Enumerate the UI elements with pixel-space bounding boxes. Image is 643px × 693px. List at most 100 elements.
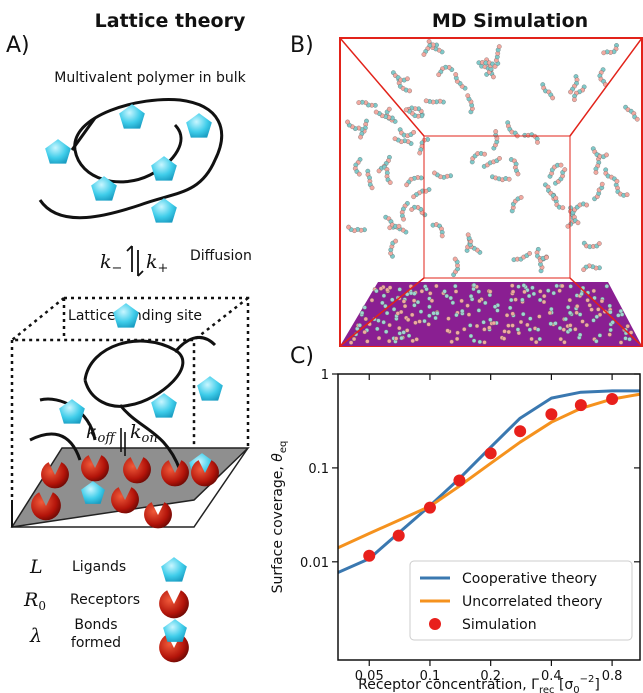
bead (488, 290, 492, 294)
bead (611, 320, 615, 324)
bead (445, 294, 449, 298)
bead (405, 77, 409, 81)
bead (358, 323, 362, 327)
bead (555, 284, 559, 288)
bead (509, 298, 513, 302)
data-point (363, 550, 375, 562)
rate-sub: + (158, 261, 169, 276)
bead (495, 309, 499, 313)
bead (424, 99, 428, 103)
bead (492, 321, 496, 325)
bead (592, 318, 596, 322)
series-line (338, 391, 640, 573)
bead (380, 301, 384, 305)
bead (393, 136, 397, 140)
bead (594, 339, 598, 343)
label-part: Receptor concentration, (358, 677, 531, 693)
bead (566, 224, 570, 228)
bead (407, 334, 411, 338)
bead (482, 320, 486, 324)
bead (619, 309, 623, 313)
bead (393, 239, 397, 243)
series-line (338, 394, 640, 548)
bead (506, 324, 510, 328)
bead (517, 331, 521, 335)
symbol-sub: 0 (38, 599, 46, 613)
bead (549, 307, 553, 311)
bead (357, 100, 361, 104)
bead (519, 195, 523, 199)
bead (521, 312, 525, 316)
bead (482, 327, 486, 331)
y-tick-label: 0.1 (308, 462, 329, 477)
bead (388, 180, 392, 184)
bead (508, 306, 512, 310)
bead (382, 320, 386, 324)
data-point (393, 530, 405, 542)
bead (399, 336, 403, 340)
bead (427, 322, 431, 326)
bead (384, 330, 388, 334)
bead (432, 311, 436, 315)
bead (453, 284, 457, 288)
bead (608, 333, 612, 337)
bead (402, 330, 406, 334)
bead (568, 323, 572, 327)
bead (514, 298, 518, 302)
legend-text: Bonds (74, 617, 117, 633)
label-part: Surface coverage, (270, 462, 286, 594)
bead (376, 319, 380, 323)
symbol: λ (29, 625, 42, 647)
bead (432, 171, 436, 175)
y-tick-label: 0.01 (300, 556, 329, 571)
bead (398, 287, 402, 291)
label-part: [ (555, 677, 565, 693)
bead (375, 327, 379, 331)
bead (507, 330, 511, 334)
bead (493, 305, 497, 309)
bead (528, 317, 532, 321)
bead (597, 241, 601, 245)
bead (596, 307, 600, 311)
bead (397, 326, 401, 330)
bead (449, 296, 453, 300)
bead (564, 317, 568, 321)
plot-area (338, 391, 640, 573)
bead (475, 324, 479, 328)
rate: k (100, 251, 112, 273)
bead (418, 151, 422, 155)
bead (507, 177, 511, 181)
label-part: −2 (580, 674, 595, 685)
bead (600, 182, 604, 186)
bead (412, 299, 416, 303)
bead (418, 320, 422, 324)
bead (517, 285, 521, 289)
rate-sub: on (142, 431, 158, 446)
panel-title: Lattice theory (95, 10, 246, 32)
bead (443, 289, 447, 293)
bead (598, 333, 602, 337)
bead (428, 291, 432, 295)
bead (434, 284, 438, 288)
bead (559, 337, 563, 341)
bead (446, 317, 450, 321)
bead (542, 294, 546, 298)
data-point (453, 474, 465, 486)
legend-text: Ligands (72, 559, 126, 575)
bead (548, 311, 552, 315)
bead (626, 324, 630, 328)
legend-marker (429, 618, 441, 630)
bead (528, 328, 532, 332)
bead (483, 340, 487, 344)
bead (346, 225, 350, 229)
bead (581, 267, 585, 271)
bead (388, 286, 392, 290)
bead (600, 299, 604, 303)
bead (510, 284, 514, 288)
bead (416, 300, 420, 304)
bead (446, 329, 450, 333)
panel-label: B) (290, 33, 314, 58)
bead (568, 90, 572, 94)
bead (525, 323, 529, 327)
bead (404, 183, 408, 187)
